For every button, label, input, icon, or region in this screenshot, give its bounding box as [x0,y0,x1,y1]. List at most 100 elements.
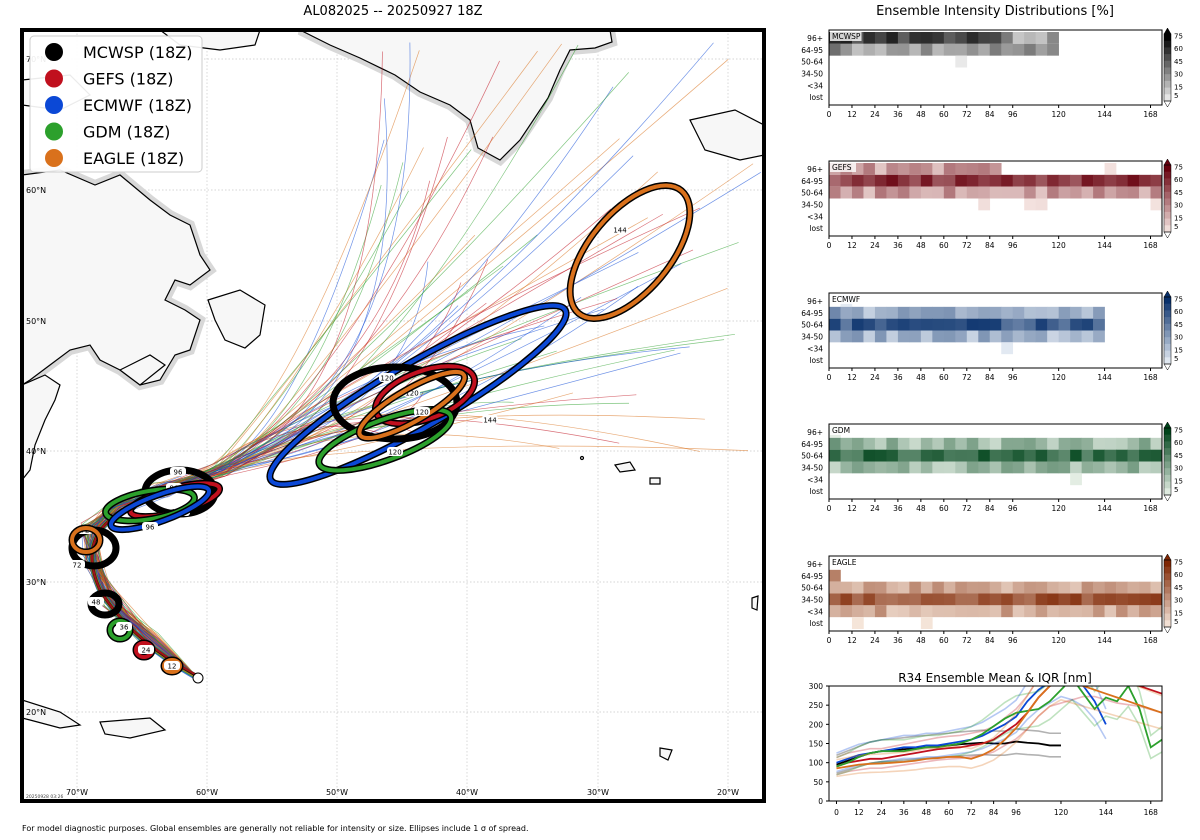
heatmap-y-label: 34-50 [801,200,823,209]
ellipse-hour-label: 120 [388,449,401,457]
heatmap-x-tick: 24 [870,110,880,119]
heatmap-y-label: 50-64 [801,321,823,330]
heatmap-y-label: 34-50 [801,463,823,472]
r34-x-tick: 12 [854,808,864,817]
heatmap-x-tick: 36 [893,373,903,382]
heatmap-x-tick: 24 [870,373,880,382]
heatmap-y-label: <34 [807,81,823,90]
colorbar-tick: 30 [1174,465,1183,473]
intensity-heatmaps: MCWSP 96+ 64-95 50-64 34-50 <34 lost 0 12 24 36 48 6… [801,27,1183,645]
heatmap-x-tick: 36 [893,241,903,250]
heatmap-x-tick: 168 [1143,110,1158,119]
heatmap-y-label: 50-64 [801,452,823,461]
r34-y-tick: 250 [809,701,824,710]
heatmap-y-label: lost [809,619,823,628]
heatmap-x-tick: 84 [985,373,995,382]
heatmap-y-label: 64-95 [801,46,823,55]
map-frame [20,28,766,803]
colorbar-tick: 75 [1174,296,1183,304]
heatmap-x-tick: 48 [916,504,926,513]
heatmap-x-tick: 12 [847,241,857,250]
ellipse-hour-label: 96 [146,524,155,532]
r34-y-tick: 0 [818,797,823,806]
colorbar-tick: 15 [1174,477,1183,485]
heatmap-y-label: 96+ [807,165,823,174]
heatmap-y-label: <34 [807,212,823,221]
lat-tick-label: 50°N [26,317,46,326]
heatmap-x-tick: 72 [962,636,972,645]
r34-mean-line-gefs [836,686,1162,768]
colorbar-tick: 15 [1174,346,1183,354]
heatmap-y-label: lost [809,356,823,365]
heatmap-x-tick: 84 [985,110,995,119]
lon-tick-label: 30°W [587,788,609,797]
colorbar-tick: 60 [1174,439,1183,447]
colorbar-tick: 15 [1174,214,1183,222]
heatmap-y-label: 50-64 [801,189,823,198]
colorbar-tick: 5 [1174,618,1178,626]
colorbar-tick: 45 [1174,452,1183,460]
heatmap-y-label: lost [809,224,823,233]
heatmap-x-tick: 0 [827,110,832,119]
heatmap-ecmwf: ECMWF 96+ 64-95 50-64 34-50 <34 lost 0 12 24 36 48 6… [801,290,1183,382]
colorbar-tick: 45 [1174,58,1183,66]
heatmap-x-tick: 48 [916,373,926,382]
r34-y-tick: 50 [813,778,823,787]
colorbar-tick: 30 [1174,597,1183,605]
heatmap-x-tick: 84 [985,504,995,513]
r34-y-tick: 150 [809,740,824,749]
lon-tick-label: 40°W [456,788,478,797]
heatmap-x-tick: 96 [1008,110,1018,119]
heatmap-y-label: 64-95 [801,440,823,449]
heatmap-x-tick: 72 [962,241,972,250]
colorbar-tick: 45 [1174,584,1183,592]
ellipse-hour-label: 120 [415,409,428,417]
heatmap-y-label: lost [809,93,823,102]
heatmap-x-tick: 120 [1051,241,1066,250]
heatmap-x-tick: 48 [916,110,926,119]
heatmap-x-tick: 36 [893,110,903,119]
lon-tick-label: 70°W [66,788,88,797]
legend-label: GDM (18Z) [83,123,170,142]
heatmap-y-label: lost [809,487,823,496]
heatmap-x-tick: 36 [893,504,903,513]
heatmap-x-tick: 168 [1143,241,1158,250]
heatmap-x-tick: 0 [827,504,832,513]
legend-marker [45,122,63,141]
legend-label: GEFS (18Z) [83,70,173,89]
heatmap-x-tick: 24 [870,241,880,250]
lon-tick-label: 20°W [717,788,739,797]
heatmap-panel-name: GEFS [832,163,852,172]
map-legend: MCWSP (18Z) GEFS (18Z) ECMWF (18Z) GDM (18Z… [29,35,203,173]
heatmap-x-tick: 120 [1051,373,1066,382]
heatmap-y-label: 64-95 [801,309,823,318]
colorbar-tick: 60 [1174,45,1183,53]
legend-marker [45,43,63,61]
lon-tick-label: 60°W [196,788,218,797]
r34-mean-line-gdm [836,686,1162,768]
lat-tick-label: 60°N [26,186,46,195]
legend-label: ECMWF (18Z) [83,96,192,115]
heatmap-x-tick: 60 [939,504,949,513]
r34-x-tick: 48 [922,808,932,817]
heatmap-panel-name: MCWSP [832,32,861,41]
heatmap-x-tick: 168 [1143,373,1158,382]
heatmap-x-tick: 24 [870,504,880,513]
r34-x-tick: 36 [899,808,909,817]
heatmap-y-label: 96+ [807,428,823,437]
ellipse-hour-label: 48 [92,599,101,607]
heatmap-x-tick: 144 [1097,110,1112,119]
map-stamp: 20250928 03:26 [26,794,63,800]
map-title: AL082025 -- 20250927 18Z [303,4,482,19]
colorbar-tick: 75 [1174,33,1183,41]
colorbar-tick: 60 [1174,176,1183,184]
footnote: For model diagnostic purposes. Global en… [22,824,529,833]
colorbar-tick: 5 [1174,355,1178,363]
heatmap-y-label: 50-64 [801,58,823,67]
legend-label: MCWSP (18Z) [83,43,193,62]
colorbar-tick: 30 [1174,334,1183,342]
heatmap-x-tick: 144 [1097,504,1112,513]
colorbar-tick: 75 [1174,559,1183,567]
